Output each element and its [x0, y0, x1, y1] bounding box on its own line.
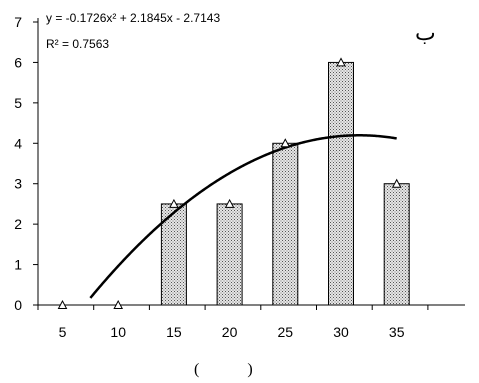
- bar-20: [216, 203, 243, 306]
- y-tick-label-6: 6: [14, 54, 22, 70]
- x-tick-label-25: 25: [278, 324, 294, 340]
- corner-label: ب: [415, 21, 436, 46]
- y-tick-label-5: 5: [14, 95, 22, 111]
- trendline: [89, 134, 397, 299]
- point-marker-35: [391, 178, 402, 188]
- y-tick-label-7: 7: [14, 14, 22, 30]
- bar-25: [272, 142, 299, 306]
- bottom-caption: ( ): [194, 361, 253, 378]
- x-tick-label-20: 20: [222, 324, 238, 340]
- point-marker-5: [57, 299, 68, 309]
- y-tick-label-3: 3: [14, 176, 22, 192]
- bar-30: [328, 61, 354, 306]
- trendline-r-squared: R² = 0.7563: [46, 37, 109, 51]
- y-tick-label-4: 4: [14, 135, 22, 151]
- point-marker-20: [224, 198, 235, 208]
- point-marker-25: [280, 138, 291, 148]
- x-tick-label-5: 5: [59, 324, 67, 340]
- x-tick-label-15: 15: [166, 324, 182, 340]
- bar-35: [383, 183, 410, 306]
- point-marker-30: [336, 57, 346, 67]
- y-tick-label-0: 0: [14, 297, 22, 313]
- x-tick-label-10: 10: [110, 324, 126, 340]
- y-tick-label-2: 2: [14, 216, 22, 232]
- point-marker-10: [113, 299, 124, 309]
- trendline-equation: y = -0.1726x² + 2.1845x - 2.7143: [46, 11, 220, 25]
- x-tick-label-30: 30: [333, 324, 349, 340]
- x-tick-label-35: 35: [389, 324, 405, 340]
- point-marker-15: [169, 198, 179, 208]
- y-tick-label-1: 1: [14, 257, 22, 273]
